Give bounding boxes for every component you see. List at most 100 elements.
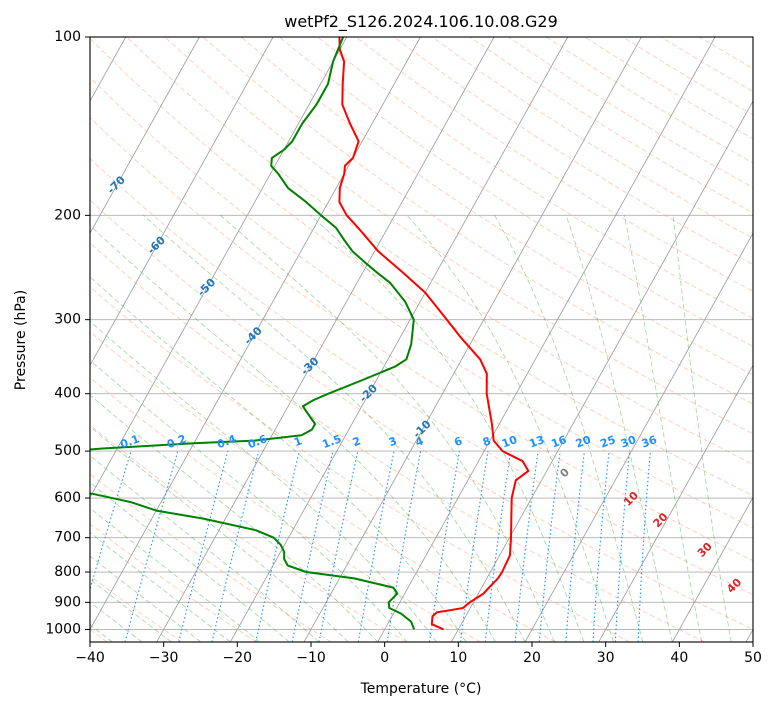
moist-adiabat-label: 40 (724, 576, 744, 596)
mixing-ratio-line (565, 451, 585, 642)
x-tick-label: −30 (149, 650, 179, 666)
mixing-ratio-line (428, 451, 461, 642)
mixing-ratio-line (386, 451, 422, 642)
dry-adiabat (431, 37, 753, 239)
y-tick-label: 200 (54, 207, 81, 223)
dry-adiabat (90, 77, 753, 529)
isotherm (377, 37, 716, 642)
dry-adiabat (90, 575, 183, 642)
isotherm (303, 37, 642, 642)
isotherm-label: -80 (58, 126, 81, 149)
y-tick-label: 500 (54, 443, 81, 459)
mixing-ratio-label: 1 (292, 434, 304, 449)
mixing-ratio-label: 1.5 (320, 432, 343, 451)
x-tick-label: 0 (380, 650, 389, 666)
dry-adiabat (90, 523, 257, 642)
moist-adiabat (672, 215, 732, 642)
moist-adiabat (90, 276, 467, 642)
mixing-ratio-line (178, 450, 229, 642)
dry-adiabat (90, 473, 332, 642)
moist-adiabat (143, 215, 526, 642)
dry-adiabat (90, 286, 631, 642)
isotherm-label: -70 (105, 173, 128, 196)
dry-adiabat (508, 37, 753, 189)
mixing-ratio-line (592, 451, 610, 642)
moist-adiabat (90, 455, 319, 642)
dry-adiabats (90, 37, 753, 642)
dry-adiabat (90, 37, 753, 497)
series-line (90, 492, 416, 630)
mixing-ratio-label: 0.1 (118, 432, 141, 451)
mixing-ratio-line (637, 451, 651, 642)
moist-adiabat (310, 215, 585, 642)
dry-adiabat (546, 37, 753, 164)
mixing-ratio-line (459, 451, 489, 642)
y-tick-label: 300 (54, 312, 81, 328)
moist-adiabat (90, 320, 437, 642)
moist-adiabat (565, 215, 673, 642)
mixing-ratio-label: 25 (598, 433, 617, 450)
mixing-ratio-line (90, 450, 132, 592)
dry-adiabat (90, 424, 407, 642)
isotherm (671, 496, 753, 642)
x-axis-label: Temperature (°C) (360, 681, 482, 697)
dry-adiabat (90, 157, 753, 596)
isotherm (90, 37, 200, 235)
isotherm (90, 37, 274, 367)
isotherm-label: -60 (145, 233, 168, 256)
dry-adiabat (90, 199, 753, 630)
isotherm (450, 100, 753, 642)
x-tick-label: −40 (75, 650, 105, 666)
series-line (90, 37, 415, 451)
isotherm-label: -50 (195, 276, 218, 299)
sounding-traces (90, 37, 530, 631)
x-axis-ticks: −40 −30 −20 −10 0 10 20 30 40 50 (75, 642, 762, 666)
mixing-ratio-label: 2 (351, 434, 363, 449)
x-tick-label: 10 (449, 650, 467, 666)
moist-adiabats (90, 214, 732, 642)
y-tick-label: 400 (54, 386, 81, 402)
moist-adiabat (90, 578, 172, 642)
moist-adiabat (220, 214, 555, 642)
dry-adiabat (126, 37, 753, 465)
y-tick-label: 600 (54, 490, 81, 506)
y-tick-label: 700 (54, 530, 81, 546)
y-tick-label: 900 (54, 594, 81, 610)
mixing-ratio-line (484, 451, 512, 642)
x-tick-label: −10 (296, 650, 326, 666)
isotherm (90, 37, 421, 631)
dry-adiabat (90, 377, 481, 642)
dry-adiabat (90, 242, 705, 642)
moist-adiabat (90, 359, 408, 642)
moist-adiabat-label: 20 (651, 510, 671, 530)
series-line (338, 37, 530, 631)
isotherms (90, 37, 753, 642)
x-tick-label: −20 (223, 650, 253, 666)
isotherm-label: -40 (242, 324, 265, 347)
dry-adiabat (90, 117, 753, 562)
dry-adiabat (240, 37, 753, 376)
moist-adiabat (90, 507, 261, 642)
isotherm (745, 628, 753, 642)
mixing-ratio-label: 8 (481, 434, 493, 449)
moist-adiabat (90, 555, 202, 642)
mixing-ratio-lines (90, 450, 651, 642)
dry-adiabat (393, 37, 753, 266)
mixing-ratio-line (291, 450, 334, 642)
moist-adiabat-label: 0 (557, 465, 572, 480)
in-plot-labels: -100-90-80-70-60-50-40-30-20-100.10.20.4… (58, 126, 745, 596)
dry-adiabat (90, 331, 556, 642)
mixing-ratio-label: 0.6 (246, 432, 269, 451)
pressure-gridlines (90, 37, 753, 630)
y-tick-label: 800 (54, 564, 81, 580)
x-tick-label: 30 (597, 650, 615, 666)
dry-adiabat (202, 37, 753, 405)
moist-adiabat (90, 394, 378, 642)
mixing-ratio-label: 16 (550, 433, 569, 451)
x-tick-label: 40 (670, 650, 688, 666)
dry-adiabat (355, 37, 753, 292)
moist-adiabat (406, 215, 614, 642)
mixing-ratio-label: 20 (574, 433, 593, 451)
dry-adiabat (164, 37, 753, 435)
